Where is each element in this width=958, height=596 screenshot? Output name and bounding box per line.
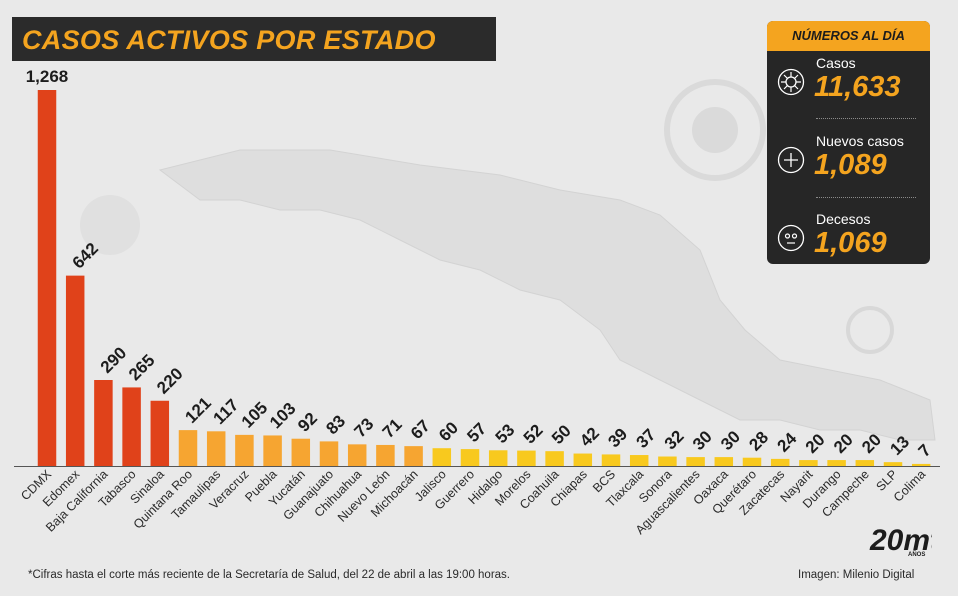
- stat-label: Nuevos casos: [816, 133, 904, 149]
- face-icon: [777, 224, 805, 252]
- footnote: *Cifras hasta el corte más reciente de l…: [28, 569, 510, 581]
- bar: [629, 455, 649, 466]
- bar: [827, 460, 846, 466]
- data-label: 71: [379, 415, 406, 442]
- data-label: 7: [915, 441, 935, 461]
- data-label: 121: [181, 393, 214, 426]
- virus-icon: [777, 68, 805, 96]
- data-label: 20: [858, 430, 885, 457]
- anniversary-logo: 20mt AÑOS: [869, 524, 932, 558]
- bar: [545, 451, 564, 466]
- data-label: 1,268: [26, 67, 69, 86]
- mexico-map-shape: [158, 149, 936, 441]
- bar: [432, 448, 452, 466]
- bar: [658, 456, 677, 466]
- data-label: 28: [745, 428, 772, 455]
- stat-new-cases: Nuevos casos 1,089: [767, 131, 930, 201]
- bar: [742, 457, 762, 466]
- logo-subtext: AÑOS: [908, 551, 925, 558]
- data-label: 50: [548, 421, 575, 448]
- stats-panel: NÚMEROS AL DÍA Casos 11,633 Nuevos casos…: [767, 21, 930, 264]
- data-label: 13: [886, 432, 913, 459]
- bar: [291, 438, 311, 466]
- bar: [65, 275, 85, 466]
- data-label: 642: [69, 239, 102, 272]
- bar: [573, 453, 593, 466]
- bar: [488, 450, 508, 466]
- data-label: 73: [351, 414, 378, 441]
- bar: [122, 387, 141, 466]
- bar: [883, 462, 903, 466]
- data-label: 57: [463, 419, 490, 446]
- chart-title: CASOS ACTIVOS POR ESTADO: [22, 25, 436, 55]
- bar: [94, 380, 113, 466]
- bar: [714, 457, 734, 466]
- stat-deaths: Decesos 1,069: [767, 209, 930, 264]
- category-label: Colima: [891, 467, 928, 504]
- virus-decoration-icon: [664, 79, 766, 181]
- data-label: 37: [633, 425, 660, 452]
- data-label: 52: [520, 421, 547, 448]
- data-label: 117: [210, 395, 243, 428]
- data-label: 220: [153, 364, 186, 397]
- stat-cases: Casos 11,633: [767, 53, 930, 123]
- data-label: 83: [322, 411, 349, 438]
- data-label: 105: [238, 398, 271, 431]
- data-label: 67: [407, 416, 434, 443]
- data-label: 39: [604, 424, 631, 451]
- data-label: 20: [830, 430, 857, 457]
- stat-label: Casos: [816, 55, 856, 71]
- stat-value: 11,633: [814, 71, 901, 103]
- bar: [376, 444, 395, 466]
- data-label: 30: [689, 427, 716, 454]
- virus-decoration-small-icon: [80, 195, 894, 354]
- bar: [404, 446, 423, 466]
- bar: [799, 460, 818, 466]
- bar: [150, 400, 170, 466]
- logo-text: 20mt: [869, 524, 932, 557]
- data-label: 103: [266, 399, 299, 432]
- bar: [235, 434, 254, 466]
- stats-panel-header: NÚMEROS AL DÍA: [767, 21, 930, 51]
- image-credit: Imagen: Milenio Digital: [798, 569, 915, 581]
- data-label: 24: [774, 429, 801, 456]
- data-label: 42: [576, 424, 603, 451]
- bar: [770, 458, 790, 466]
- bar: [601, 454, 621, 466]
- plus-circle-icon: [777, 146, 805, 174]
- bar: [263, 435, 282, 466]
- bar: [460, 449, 480, 466]
- data-label: 60: [435, 418, 462, 445]
- bar: [347, 444, 367, 466]
- divider: [816, 118, 916, 119]
- data-label: 32: [661, 427, 688, 454]
- bar: [206, 431, 226, 466]
- data-label: 30: [717, 427, 744, 454]
- stat-value: 1,089: [814, 149, 887, 181]
- stat-value: 1,069: [814, 227, 887, 259]
- data-label: 53: [492, 420, 519, 447]
- title-bar: CASOS ACTIVOS POR ESTADO: [12, 17, 496, 61]
- bar: [178, 430, 198, 466]
- data-label: 265: [125, 351, 158, 384]
- data-label: 20: [802, 430, 829, 457]
- stat-label: Decesos: [816, 211, 871, 227]
- bar: [855, 460, 875, 466]
- stats-panel-title: NÚMEROS AL DÍA: [792, 28, 905, 43]
- divider: [816, 197, 916, 198]
- bar: [517, 450, 536, 466]
- bar: [911, 463, 931, 466]
- bar: [37, 90, 57, 466]
- bar: [686, 457, 705, 466]
- bar: [319, 441, 339, 466]
